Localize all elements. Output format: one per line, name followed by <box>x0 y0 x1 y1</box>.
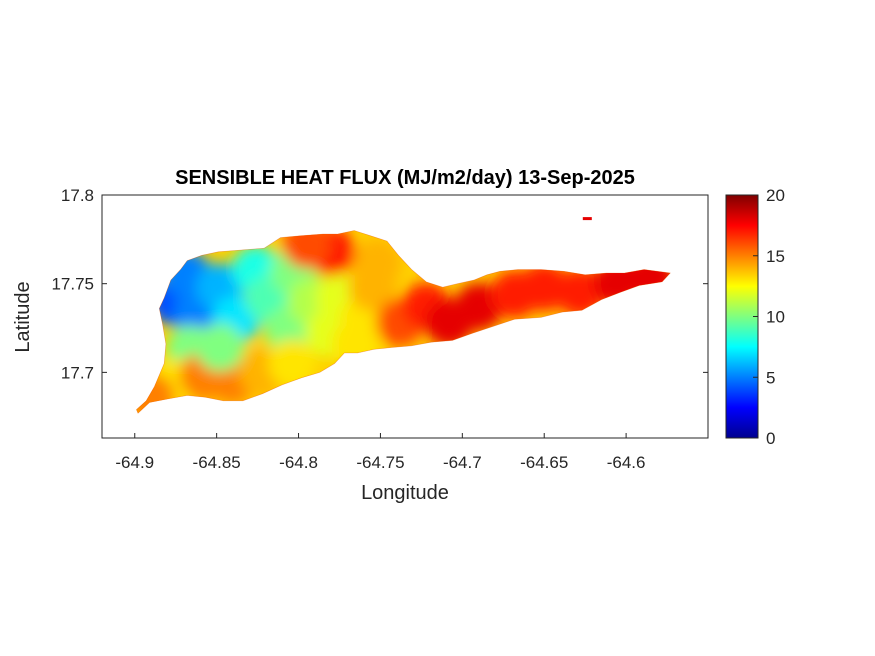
flux-sample <box>520 263 569 312</box>
flux-sample <box>195 323 244 372</box>
x-tick-label: -64.9 <box>115 453 154 472</box>
colorbar-tick-label: 20 <box>766 186 785 205</box>
flux-sample <box>353 238 402 287</box>
colorbar-gradient <box>725 194 759 439</box>
y-tick-label: 17.7 <box>61 363 94 382</box>
island-outline <box>136 230 671 414</box>
x-tick-label: -64.75 <box>356 453 404 472</box>
x-tick-label: -64.85 <box>193 453 241 472</box>
islet-mark <box>582 217 592 221</box>
y-tick-label: 17.8 <box>61 186 94 205</box>
chart-title: SENSIBLE HEAT FLUX (MJ/m2/day) 13-Sep-20… <box>175 167 635 189</box>
x-tick-label: -64.7 <box>443 453 482 472</box>
flux-sample <box>556 268 605 317</box>
x-tick-label: -64.65 <box>520 453 568 472</box>
colorbar: 0 5 10 15 20 <box>725 186 785 448</box>
colorbar-tick-label: 0 <box>766 429 775 448</box>
colorbar-tick-label: 15 <box>766 247 785 266</box>
colorbar-tick-label: 5 <box>766 368 775 387</box>
x-tick-label: -64.6 <box>607 453 646 472</box>
y-tick-label: 17.75 <box>51 275 94 294</box>
y-axis-label: Latitude <box>12 281 34 352</box>
x-tick-label: -64.8 <box>279 453 318 472</box>
flux-sample <box>454 282 503 331</box>
y-axis-ticks: 17.7 17.75 17.8 <box>51 186 708 382</box>
flux-sample <box>268 339 316 388</box>
colorbar-tick-label: 10 <box>766 308 785 327</box>
colorbar-ticks: 0 5 10 15 20 <box>753 186 785 448</box>
x-axis-ticks: -64.9 -64.85 -64.8 -64.75 -64.7 -64.65 -64.6 <box>115 433 645 472</box>
x-axis-label: Longitude <box>361 482 449 504</box>
